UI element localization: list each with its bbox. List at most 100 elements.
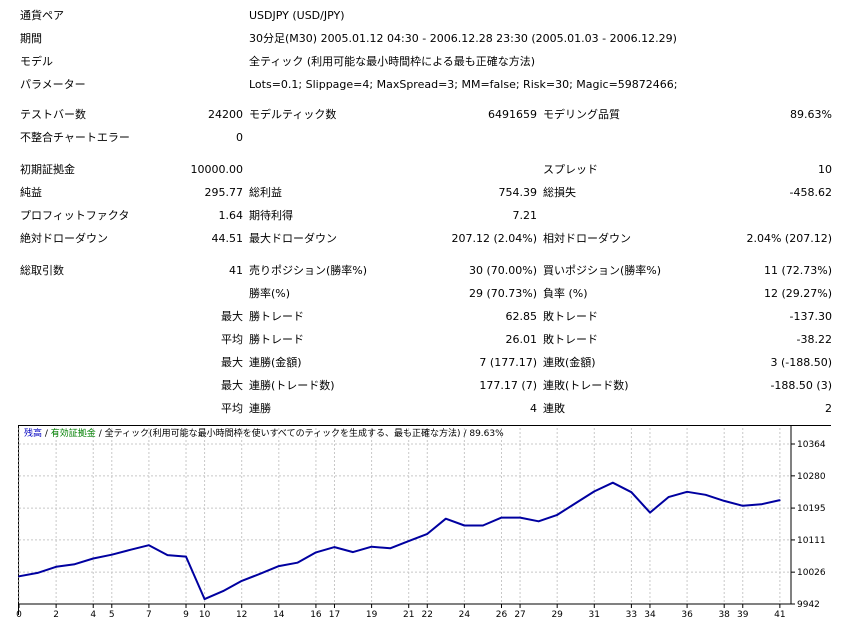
- balance-point: [166, 554, 169, 556]
- balance-point: [296, 561, 299, 564]
- win-rate-value: 29 (70.73%): [468, 287, 537, 300]
- max-loss-value: -137.30: [789, 310, 832, 323]
- avg-loss-value: -38.22: [796, 333, 832, 346]
- avg-cons-wins-label: 連勝: [249, 402, 271, 415]
- legend-balance: 残高: [24, 429, 43, 439]
- balance-point: [704, 494, 707, 496]
- x-tick-label: 26: [496, 610, 508, 620]
- abs-drawdown-label: 絶対ドローダウン: [20, 232, 108, 245]
- short-positions-value: 30 (70.00%): [468, 264, 537, 277]
- expected-payoff-value: 7.21: [512, 209, 538, 222]
- avg-word: 平均: [221, 402, 243, 415]
- x-tick-label: 17: [329, 610, 340, 620]
- legend-quality: 89.63%: [469, 429, 504, 439]
- cons-loss-label: 連敗(トレード数): [543, 379, 629, 392]
- profit-factor-label: プロフィットファクタ: [20, 209, 130, 222]
- balance-point: [556, 514, 558, 516]
- gross-profit-value: 754.39: [498, 186, 538, 199]
- balance-point: [92, 557, 95, 560]
- y-tick-label: 9942: [797, 600, 820, 610]
- bars-value: 24200: [208, 108, 243, 121]
- gross-loss-value: -458.62: [789, 186, 832, 199]
- x-tick-label: 14: [273, 610, 285, 620]
- mismatch-value: 0: [236, 131, 243, 144]
- balance-point: [203, 598, 206, 600]
- cons-profit-value: 177.17 (7): [479, 379, 537, 392]
- x-tick-label: 39: [737, 610, 749, 620]
- avg-cons-losses-value: 2: [825, 402, 832, 415]
- balance-point: [129, 548, 132, 551]
- max-win-label: 勝トレード: [249, 310, 304, 323]
- x-tick-label: 27: [514, 610, 525, 620]
- max-drawdown-value: 207.12 (2.04%): [451, 232, 537, 245]
- balance-point: [426, 533, 429, 535]
- total-trades-value: 41: [229, 264, 243, 277]
- rel-drawdown-value: 2.04% (207.12): [746, 232, 832, 245]
- balance-point: [667, 496, 670, 498]
- total-trades-label: 総取引数: [20, 264, 64, 277]
- balance-point: [612, 481, 614, 484]
- balance-point: [389, 547, 391, 550]
- x-tick-label: 29: [551, 610, 563, 620]
- balance-series-line: [18, 481, 781, 601]
- x-tick-label: 38: [718, 610, 730, 620]
- avg-word: 平均: [221, 333, 243, 346]
- balance-point: [649, 511, 651, 514]
- balance-point: [482, 524, 484, 527]
- balance-point: [370, 545, 373, 548]
- balance-point: [407, 540, 410, 542]
- balance-point: [240, 580, 243, 582]
- legend-equity: 有効証拠金: [50, 429, 96, 439]
- x-tick-label: 22: [422, 610, 433, 620]
- balance-point: [55, 566, 57, 568]
- x-tick-label: 21: [403, 610, 414, 620]
- deposit-label: 初期証拠金: [20, 163, 75, 176]
- max-win-value: 62.85: [505, 310, 538, 323]
- gross-profit-label: 総利益: [249, 186, 282, 199]
- params-label: パラメーター: [20, 78, 86, 91]
- balance-point: [760, 503, 763, 506]
- spread-label: スプレッド: [543, 163, 598, 176]
- x-tick-label: 0: [16, 610, 22, 620]
- cons-losses-label: 連敗(金額): [543, 356, 596, 369]
- max-loss-label: 敗トレード: [543, 310, 598, 323]
- cons-wins-label: 連勝(金額): [249, 356, 302, 369]
- expected-payoff-label: 期待利得: [249, 209, 293, 222]
- cons-wins-value: 7 (177.17): [479, 356, 537, 369]
- period-label: 期間: [20, 32, 42, 45]
- balance-point: [185, 555, 187, 558]
- balance-point: [36, 572, 39, 574]
- net-profit-value: 295.77: [204, 186, 244, 199]
- x-tick-label: 12: [236, 610, 247, 620]
- balance-point: [779, 499, 781, 501]
- profit-factor-value: 1.64: [218, 209, 244, 222]
- balance-chart: [18, 425, 831, 615]
- deposit-value: 10000.00: [190, 163, 244, 176]
- max-word: 最大: [221, 379, 243, 392]
- x-tick-label: 4: [90, 610, 96, 620]
- avg-cons-wins-value: 4: [530, 402, 537, 415]
- balance-point: [537, 520, 540, 523]
- long-positions-label: 買いポジション(勝率%): [543, 264, 662, 277]
- balance-point: [73, 563, 76, 565]
- balance-point: [315, 551, 317, 554]
- balance-point: [110, 553, 113, 556]
- balance-point: [519, 516, 521, 519]
- balance-point: [630, 491, 633, 493]
- x-tick-label: 36: [681, 610, 693, 620]
- balance-point: [222, 590, 224, 592]
- cons-loss-value: -188.50 (3): [770, 379, 832, 392]
- y-tick-label: 10111: [797, 536, 826, 546]
- x-tick-label: 10: [199, 610, 211, 620]
- max-word: 最大: [221, 356, 243, 369]
- avg-cons-losses-label: 連敗: [543, 402, 565, 415]
- ticks-value: 6491659: [488, 108, 537, 121]
- x-tick-label: 5: [109, 610, 115, 620]
- balance-point: [593, 490, 596, 493]
- ticks-label: モデルティック数: [249, 108, 337, 121]
- quality-value: 89.63%: [790, 108, 832, 121]
- x-tick-label: 24: [459, 610, 471, 620]
- x-tick-label: 34: [644, 610, 656, 620]
- balance-point: [333, 546, 336, 548]
